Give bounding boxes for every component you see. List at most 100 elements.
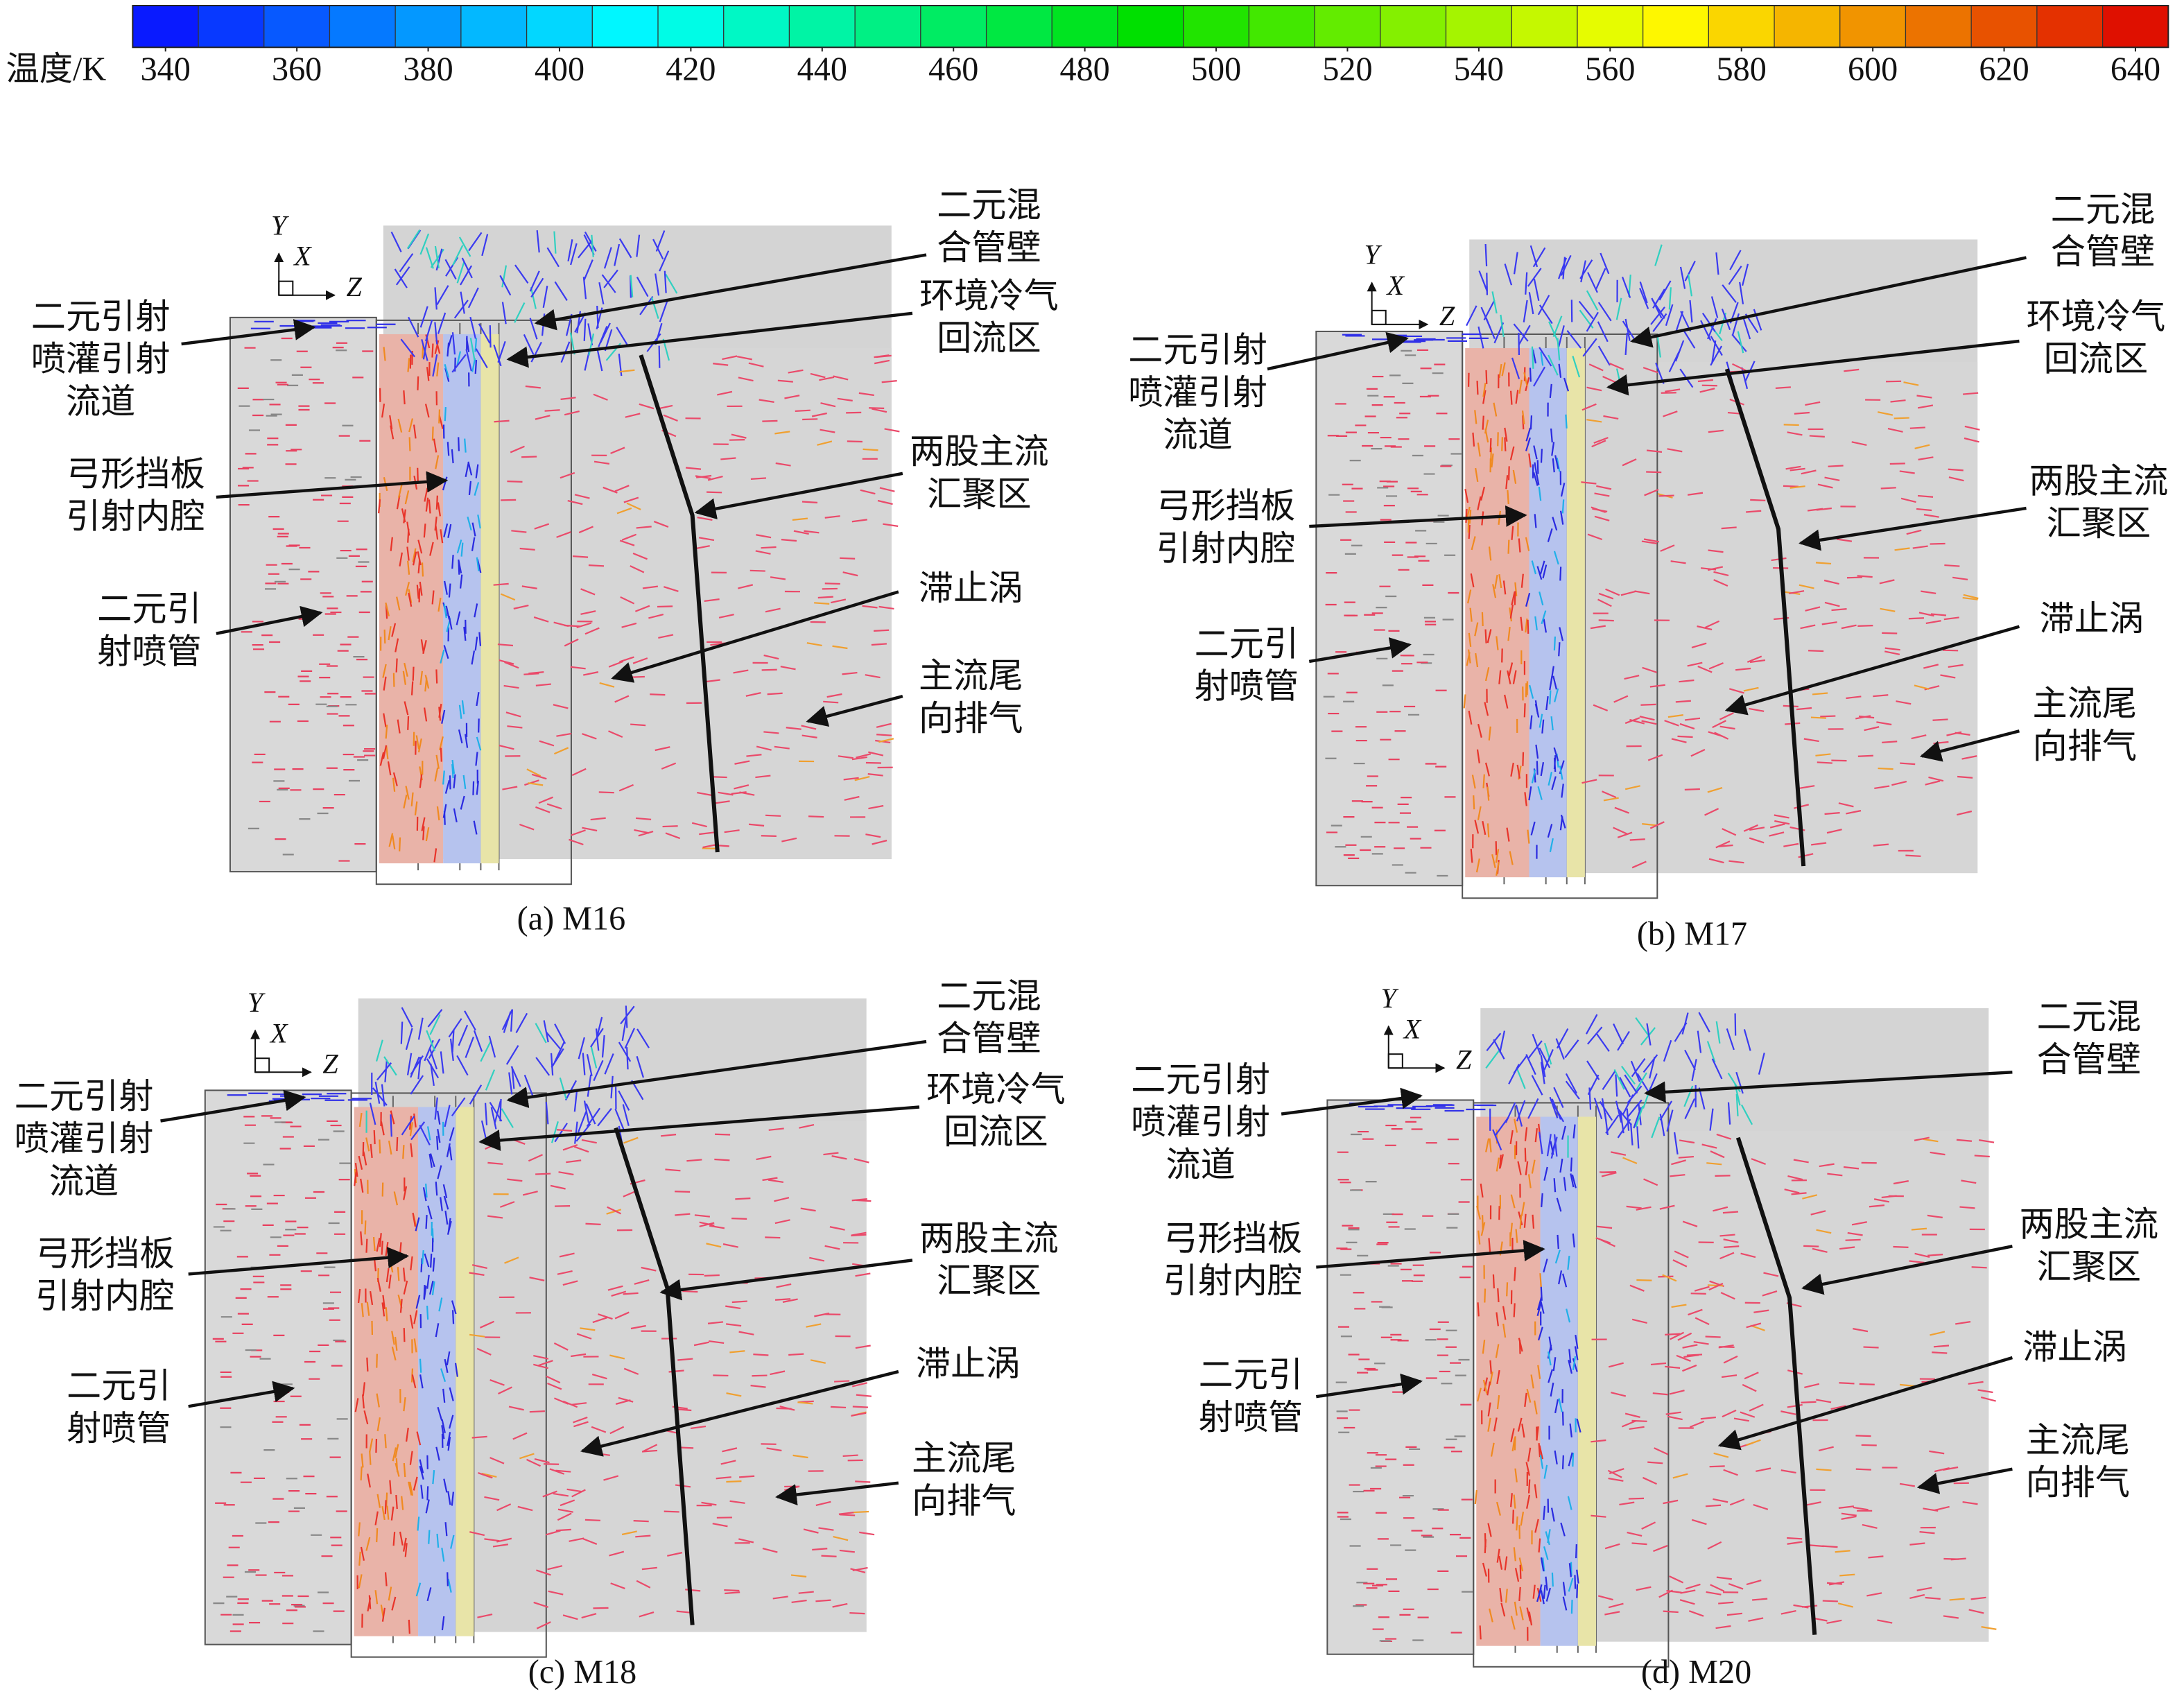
- vector: [550, 1184, 566, 1190]
- vector: [1674, 340, 1685, 362]
- vector: [1567, 1496, 1572, 1510]
- vector: [1751, 1158, 1767, 1166]
- vector: [1569, 1423, 1572, 1438]
- vector: [1487, 1381, 1491, 1396]
- vector: [1540, 352, 1544, 366]
- vector: [1749, 707, 1765, 712]
- vector: [1726, 1028, 1735, 1051]
- vector: [524, 779, 539, 786]
- annotation: 回流区: [2044, 340, 2149, 379]
- vector: [1482, 383, 1487, 397]
- vector: [682, 1290, 698, 1293]
- band-yellow: [1577, 1116, 1596, 1646]
- vector: [1802, 1605, 1818, 1608]
- vector: [390, 537, 393, 551]
- vector: [726, 1392, 742, 1397]
- axis-x: [254, 1057, 270, 1073]
- vector: [619, 369, 635, 373]
- vector: [419, 671, 423, 685]
- vector: [576, 622, 592, 628]
- vector: [1525, 1054, 1536, 1075]
- vector: [792, 517, 808, 521]
- vector: [385, 1268, 390, 1283]
- vector: [1509, 1493, 1513, 1507]
- colorbar-segment: [329, 5, 396, 48]
- vector: [665, 273, 678, 294]
- vector: [467, 287, 479, 309]
- vector: [1887, 427, 1903, 433]
- vector: [1552, 675, 1558, 690]
- vector: [660, 1134, 677, 1137]
- vector: [1545, 1576, 1548, 1591]
- vector: [1663, 1039, 1672, 1062]
- vector: [1697, 379, 1714, 383]
- vector: [1540, 1055, 1546, 1078]
- vector: [1971, 1266, 1987, 1269]
- vector: [447, 1432, 451, 1446]
- vector: [1586, 1014, 1598, 1035]
- vector: [1809, 435, 1825, 438]
- vector: [636, 277, 649, 297]
- vector: [499, 744, 514, 750]
- vector: [434, 767, 439, 781]
- vector: [808, 815, 824, 818]
- vector: [523, 1074, 534, 1096]
- vector: [1550, 1382, 1554, 1397]
- vector: [1740, 1252, 1756, 1259]
- colorbar-segment: [263, 5, 331, 48]
- vector: [850, 1568, 866, 1573]
- annotation: 喷灌引射: [1131, 1103, 1270, 1141]
- vector: [1489, 1608, 1493, 1623]
- vector: [855, 1480, 871, 1483]
- vector: [417, 1057, 422, 1080]
- vector: [1783, 842, 1799, 847]
- vector: [410, 792, 414, 806]
- vector: [584, 1519, 601, 1521]
- vector: [1674, 311, 1684, 333]
- annotation: 主流尾: [2033, 684, 2138, 723]
- annotation: 二元混: [2051, 190, 2156, 229]
- vector: [1486, 1032, 1502, 1052]
- vector: [699, 1221, 715, 1227]
- vector: [1715, 840, 1731, 849]
- vector: [765, 814, 781, 817]
- vector: [1878, 411, 1893, 416]
- vector: [854, 775, 870, 781]
- vector: [1481, 1215, 1484, 1229]
- vector: [849, 1611, 865, 1615]
- axis-x: [278, 280, 294, 296]
- vector: [444, 580, 448, 595]
- vector: [440, 1197, 443, 1211]
- vector: [729, 1500, 745, 1504]
- vector: [505, 1045, 519, 1065]
- vector: [655, 273, 660, 296]
- vector: [1653, 1545, 1668, 1553]
- vector: [413, 1310, 418, 1324]
- vector: [426, 1126, 431, 1141]
- vector: [1796, 707, 1812, 711]
- vector: [1816, 1399, 1832, 1403]
- vector: [526, 768, 541, 777]
- vector: [851, 1382, 867, 1388]
- vector: [775, 462, 791, 467]
- vector: [530, 341, 542, 363]
- vector: [546, 247, 560, 268]
- vector: [623, 1367, 639, 1375]
- vector: [458, 236, 471, 257]
- vector: [1734, 1013, 1737, 1036]
- vector: [496, 1503, 512, 1512]
- vector: [451, 555, 454, 569]
- vector: [1789, 467, 1805, 472]
- vector: [403, 1397, 406, 1412]
- vector: [593, 393, 608, 401]
- vector: [1746, 1322, 1762, 1329]
- vector: [419, 233, 430, 255]
- vector: [1562, 1273, 1568, 1288]
- vector: [1527, 829, 1530, 844]
- vector: [1523, 300, 1528, 322]
- vector: [1853, 1506, 1869, 1511]
- vector: [501, 1009, 513, 1030]
- vector: [878, 605, 894, 610]
- label-arrow: [506, 1039, 927, 1108]
- vector: [636, 1055, 644, 1078]
